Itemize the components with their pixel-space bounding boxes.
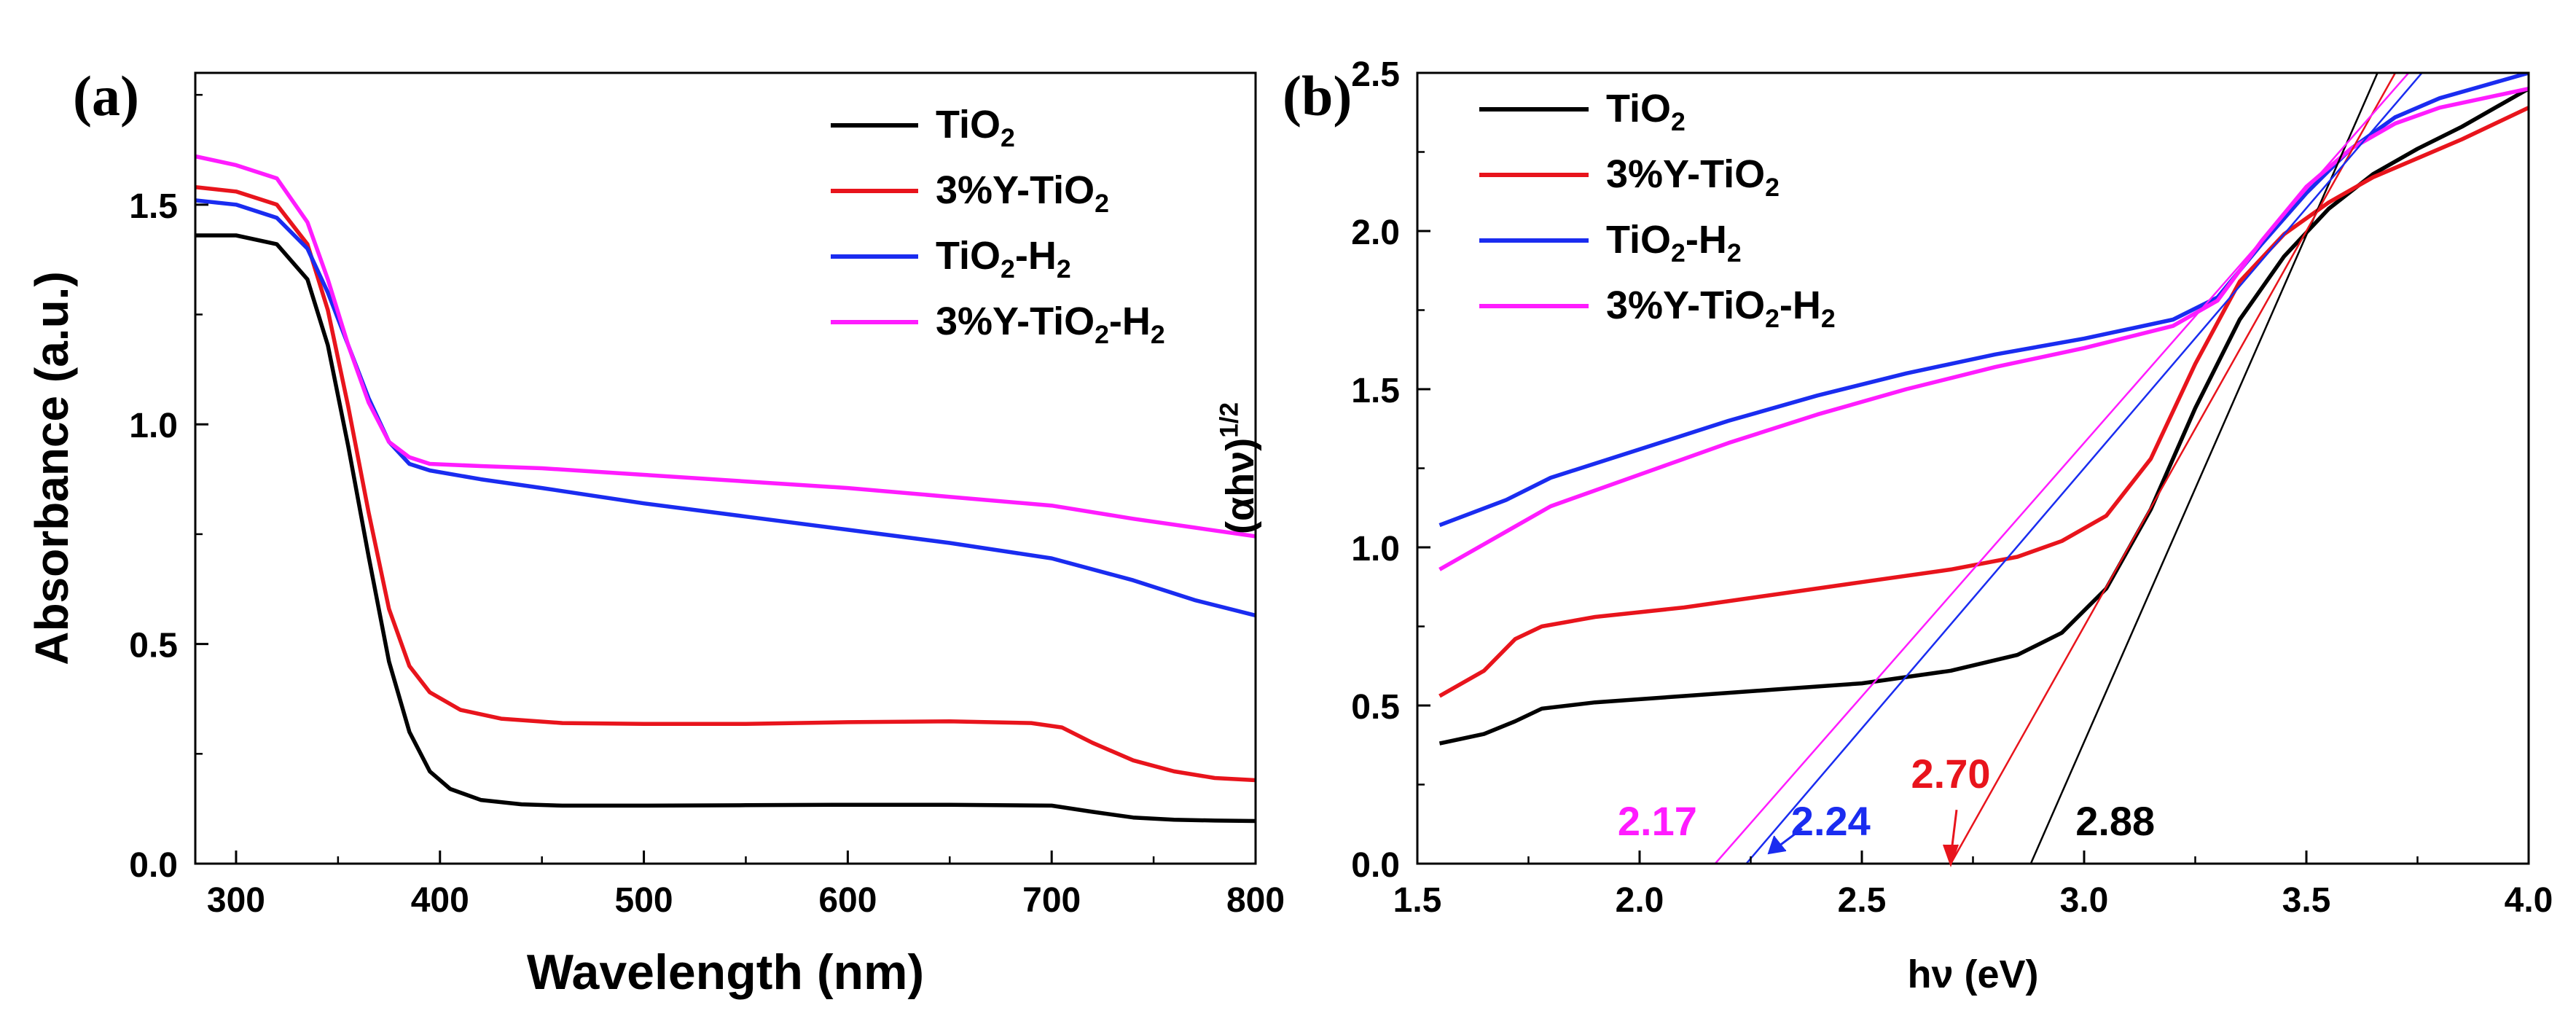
x-tick-label: 500 [615, 881, 673, 920]
legend-label: 3%Y-TiO2-H2 [1606, 284, 1836, 333]
arrow-head [1767, 835, 1787, 855]
x-tick-label: 3.0 [2060, 881, 2109, 920]
series-line-tio2-h2 [195, 198, 1256, 618]
tangent-line-3-y-tio2-tangent [1949, 73, 2397, 864]
legend: TiO2 3%Y-TiO2 TiO2-H2 3%Y-TiO2-H2 [831, 103, 1165, 349]
x-tick-label: 300 [207, 881, 265, 920]
tangent-line-3-y-tio2-h2-tangent [1714, 73, 2410, 864]
x-tick-label: 700 [1022, 881, 1081, 920]
x-tick-label: 600 [818, 881, 877, 920]
y-axis-title: Absorbance (a.u.) [26, 271, 78, 665]
legend-label: 3%Y-TiO2 [1606, 152, 1780, 202]
legend-label: TiO2 [1606, 87, 1686, 136]
legend-label: TiO2 [936, 103, 1015, 152]
series-line-3-y-tio2 [1438, 106, 2529, 698]
y-tick-label: 1.0 [1351, 530, 1400, 568]
x-tick-label: 3.5 [2282, 881, 2331, 920]
series-line-3-y-tio2-h2 [195, 154, 1256, 539]
y-tick-label: 1.0 [129, 407, 178, 445]
series-line-tio2 [195, 233, 1256, 824]
legend-label: 3%Y-TiO2 [936, 168, 1109, 218]
y-axis-title: (αhν)1/2 [1215, 402, 1262, 534]
y-tick-label: 0.5 [129, 627, 178, 665]
annotation-label: 2.88 [2075, 798, 2155, 844]
y-tick-label: 0.0 [129, 846, 178, 885]
annotation-label: 2.17 [1618, 798, 1697, 844]
x-axis-title: hν (eV) [1907, 953, 2038, 996]
legend-label: 3%Y-TiO2-H2 [936, 300, 1165, 349]
legend-label: TiO2-H2 [936, 234, 1071, 284]
y-tick-label: 2.5 [1351, 55, 1400, 94]
annotation-label: 2.70 [1911, 751, 1991, 797]
annotation-label: 2.24 [1791, 798, 1871, 844]
panel-label-b: (b) [1283, 64, 1352, 128]
x-axis-title: Wavelength (nm) [527, 945, 924, 1000]
y-tick-label: 2.0 [1351, 214, 1400, 252]
legend-label: TiO2-H2 [1606, 218, 1742, 267]
x-tick-label: 4.0 [2505, 881, 2553, 920]
chart-panel-a: 300 400 500 600 700 800 0.0 0.5 1.0 1.5 Wavelength… [26, 71, 1285, 1000]
tangent-line-tio2-h2-tangent [1745, 73, 2423, 864]
y-tick-label: 0.0 [1351, 846, 1400, 885]
y-tick-label: 1.5 [129, 187, 178, 226]
series-line-tio2-h2 [1438, 73, 2529, 528]
series-line-3-y-tio2 [195, 184, 1256, 783]
chart-panel-b: 1.5 2.0 2.5 3.0 3.5 4.0 0.0 0.5 1.0 1.5 2.0 2.5 hν (… [1215, 55, 2553, 996]
y-tick-label: 0.5 [1351, 688, 1400, 727]
series-line-3-y-tio2-h2 [1438, 87, 2529, 571]
panel-label-a: (a) [73, 64, 139, 128]
arrow-head [1943, 844, 1959, 867]
x-tick-label: 2.0 [1616, 881, 1664, 920]
x-tick-label: 400 [411, 881, 469, 920]
x-tick-label: 800 [1226, 881, 1285, 920]
y-tick-label: 1.5 [1351, 372, 1400, 410]
legend: TiO2 3%Y-TiO2 TiO2-H2 3%Y-TiO2-H2 [1479, 87, 1836, 333]
x-tick-label: 1.5 [1393, 881, 1442, 920]
plot-frame [194, 71, 1257, 865]
tangent-line-tio2-tangent [2029, 73, 2379, 864]
x-tick-label: 2.5 [1838, 881, 1887, 920]
series-line-tio2 [1438, 87, 2529, 746]
